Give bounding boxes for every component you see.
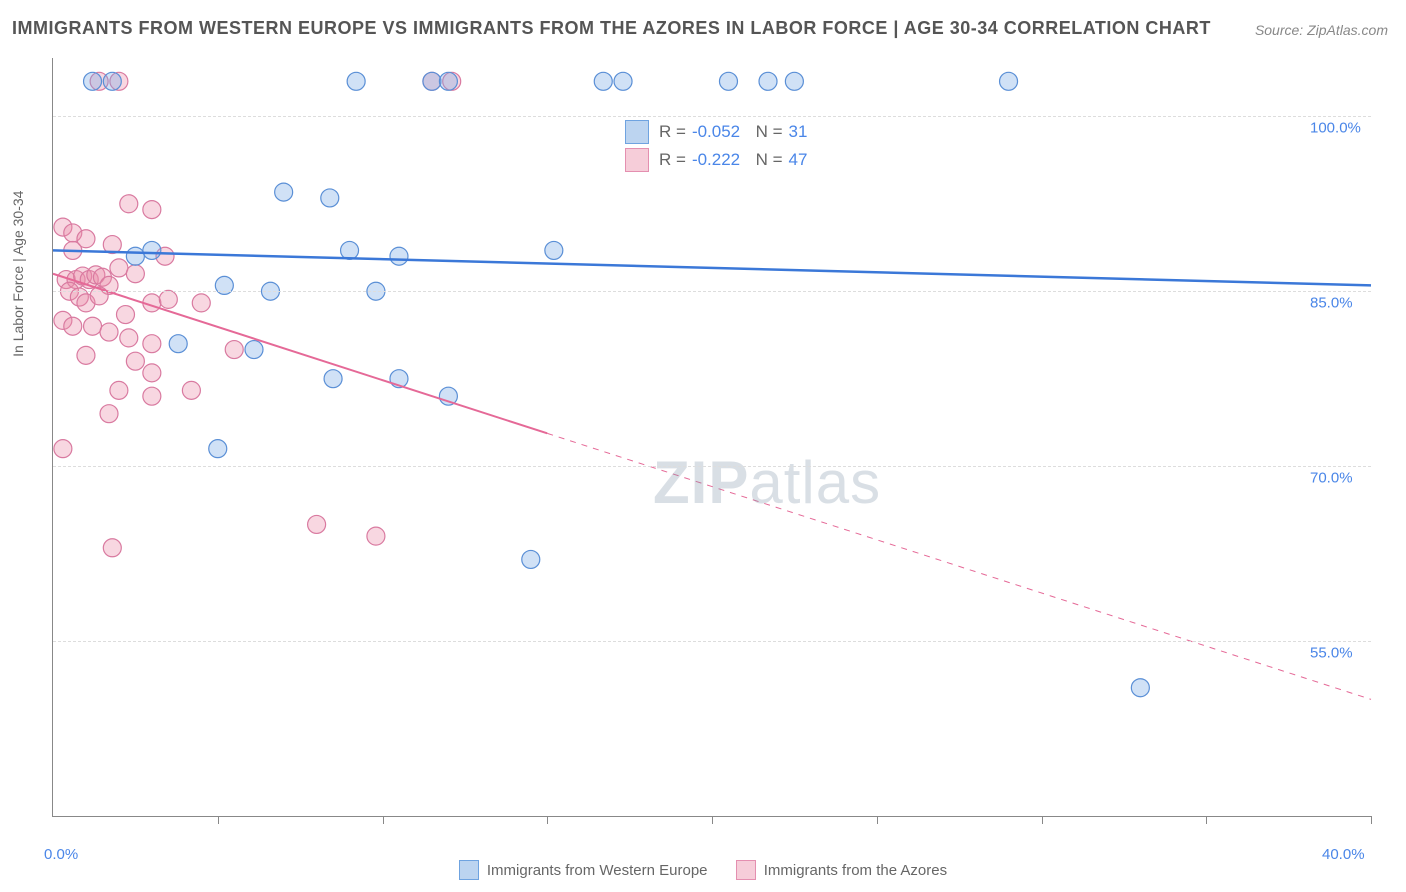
stat-n-1: 47: [789, 150, 808, 170]
y-tick-label: 85.0%: [1310, 295, 1353, 312]
legend-item-1: Immigrants from the Azores: [736, 860, 947, 880]
y-tick-label: 100.0%: [1310, 120, 1361, 137]
stat-n-label: N =: [746, 122, 782, 142]
legend-swatch-1: [736, 860, 756, 880]
legend-item-0: Immigrants from Western Europe: [459, 860, 708, 880]
legend-swatch-0: [459, 860, 479, 880]
watermark-bold: ZIP: [653, 449, 749, 516]
watermark: ZIPatlas: [653, 448, 881, 517]
stat-legend: R = -0.052 N = 31 R = -0.222 N = 47: [625, 118, 813, 174]
y-axis-label: In Labor Force | Age 30-34: [10, 191, 26, 357]
bottom-legend: Immigrants from Western Europe Immigrant…: [0, 860, 1406, 884]
watermark-light: atlas: [749, 449, 881, 516]
stat-swatch-0: [625, 120, 649, 144]
stat-row-1: R = -0.222 N = 47: [625, 146, 813, 174]
stat-swatch-1: [625, 148, 649, 172]
stat-row-0: R = -0.052 N = 31: [625, 118, 813, 146]
stat-r-label: R =: [659, 150, 686, 170]
y-tick-label: 70.0%: [1310, 470, 1353, 487]
stat-r-label: R =: [659, 122, 686, 142]
legend-label-0: Immigrants from Western Europe: [487, 862, 708, 879]
plot-area: ZIPatlas R = -0.052 N = 31 R = -0.222 N …: [52, 58, 1371, 817]
stat-n-0: 31: [789, 122, 808, 142]
y-tick-label: 55.0%: [1310, 645, 1353, 662]
legend-label-1: Immigrants from the Azores: [764, 862, 947, 879]
chart-title: IMMIGRANTS FROM WESTERN EUROPE VS IMMIGR…: [12, 18, 1211, 39]
stat-r-1: -0.222: [692, 150, 740, 170]
source-attribution: Source: ZipAtlas.com: [1255, 22, 1388, 38]
stat-n-label: N =: [746, 150, 782, 170]
stat-r-0: -0.052: [692, 122, 740, 142]
